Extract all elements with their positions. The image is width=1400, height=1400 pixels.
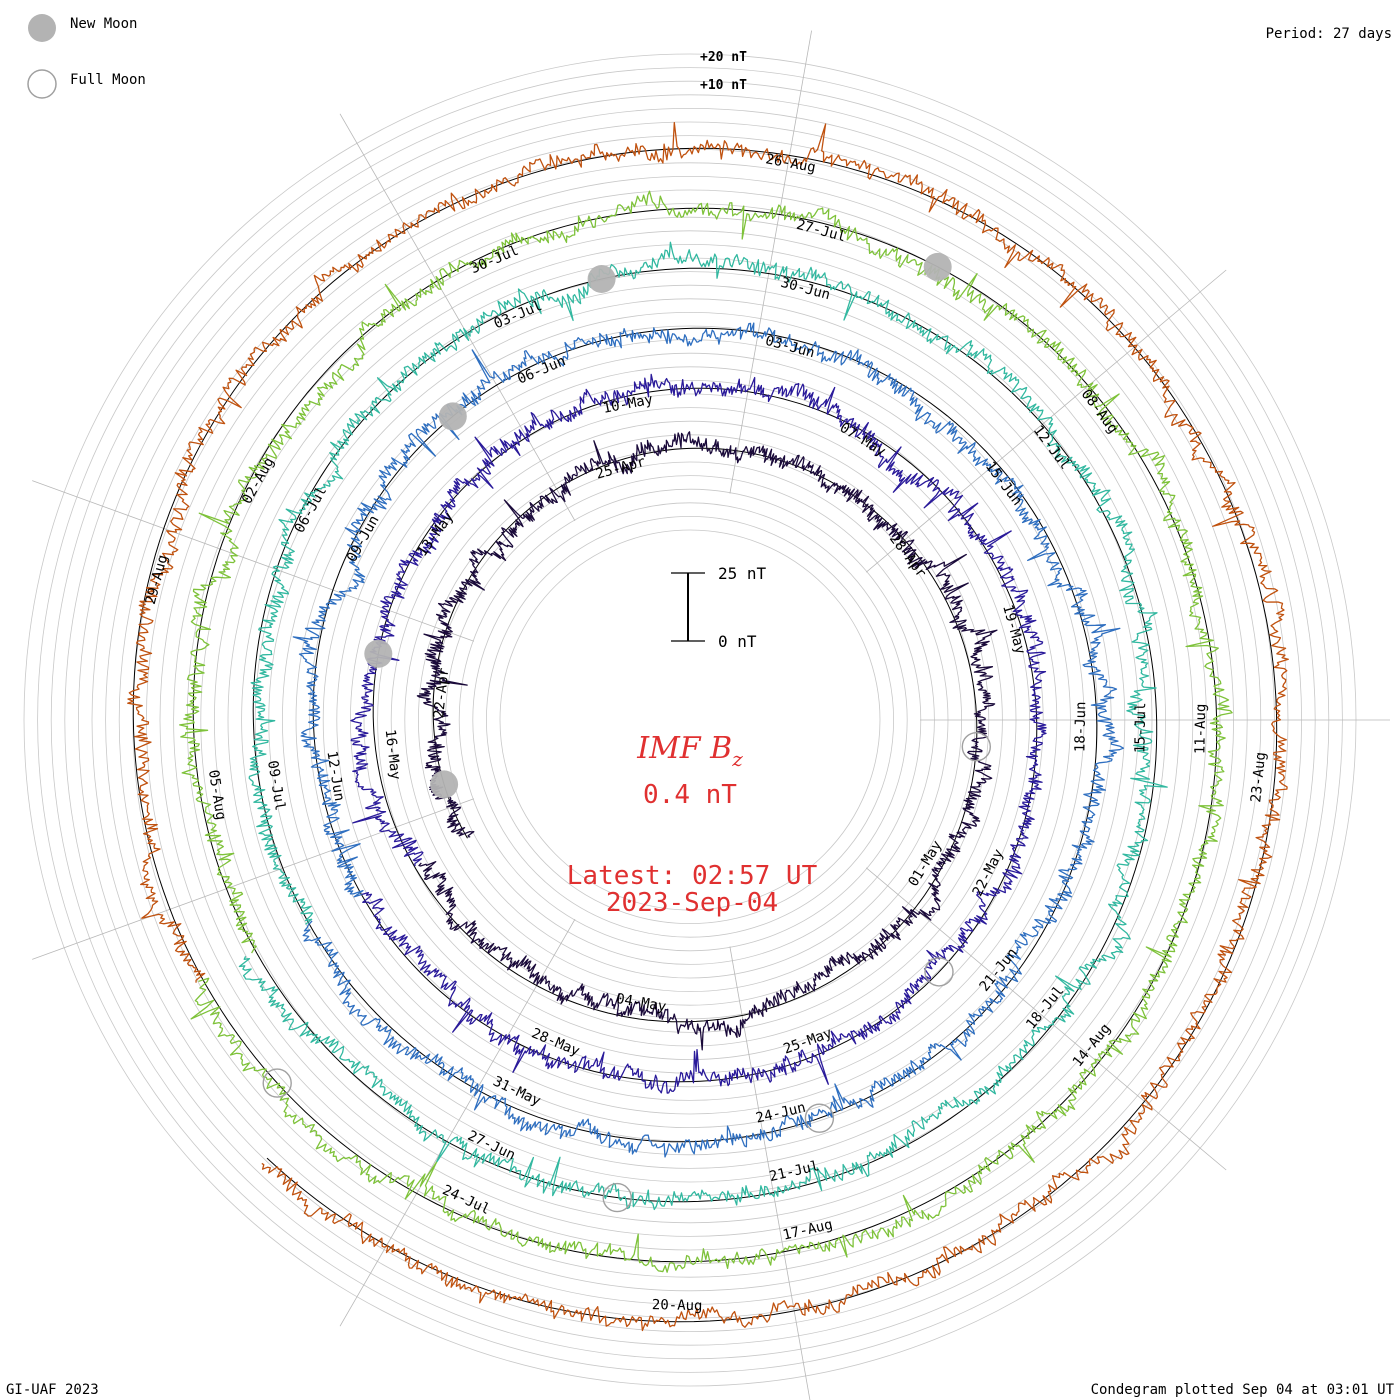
date-label: 17-Aug (781, 1217, 834, 1244)
latest-date: 2023-Sep-04 (606, 888, 778, 918)
day-spoke (339, 113, 576, 521)
date-label: 28-May (529, 1025, 582, 1059)
date-label: 12-Jul (1030, 423, 1073, 473)
scale-bar-bottom-label: 0 nT (718, 632, 757, 651)
grid-ring (472, 502, 908, 938)
date-label: 09-Jul (264, 759, 288, 811)
scale-bar-top-label: 25 nT (718, 564, 767, 583)
moon-markers (262, 252, 991, 1213)
grid-ring (363, 393, 1017, 1047)
date-label: 28-Apr (886, 531, 929, 581)
period-label: Period: 27 days (1266, 26, 1392, 42)
day-spoke (729, 30, 812, 494)
date-label: 20-Aug (652, 1297, 703, 1314)
grid-ring (404, 434, 976, 1006)
offset-label-10: +10 nT (700, 78, 747, 93)
date-label: 22-Apr (431, 667, 452, 719)
new-moon-marker (923, 252, 952, 281)
bz-rotation-2 (292, 322, 1125, 1158)
date-label: 06-Jun (515, 353, 568, 387)
chart-title-main: IMF B (636, 731, 732, 766)
offset-label-20: +20 nT (700, 50, 747, 65)
zero-baselines (132, 147, 1278, 1323)
date-label: 12-Jun (323, 750, 347, 802)
legend: New Moon Full Moon (27, 14, 146, 99)
date-label: 15-Jul (1132, 702, 1149, 753)
scale-bar: 25 nT 0 nT (671, 564, 767, 651)
day-spoke (32, 480, 475, 642)
full-moon-legend-icon (27, 69, 57, 99)
full-moon-legend-label: Full Moon (70, 72, 146, 88)
bz-rotation-0 (416, 431, 998, 1051)
date-label: 25-Apr (594, 454, 647, 483)
footer-plot-time: Condegram plotted Sep 04 at 03:01 UT (1091, 1382, 1395, 1398)
date-label: 10-May (602, 392, 655, 417)
bz-rotation-3 (238, 241, 1168, 1211)
full-moon-marker (602, 1182, 632, 1213)
date-label: 06-Jul (292, 484, 331, 536)
day-spoke (339, 919, 576, 1327)
bz-series (127, 121, 1289, 1332)
date-label: 02-Aug (239, 455, 278, 507)
date-label: 29-Aug (143, 553, 171, 606)
date-label: 21-Jul (768, 1158, 821, 1185)
new-moon-marker (438, 402, 467, 431)
date-label: 08-Aug (1078, 387, 1121, 437)
date-label: 13-May (414, 509, 457, 559)
day-spoke (865, 867, 1227, 1171)
date-label: 18-Jul (1023, 983, 1067, 1032)
new-moon-legend-icon (28, 14, 56, 42)
day-spoke (865, 269, 1227, 573)
day-spokes (32, 30, 1390, 1400)
day-spoke (32, 798, 475, 960)
date-label: 21-Jun (977, 945, 1021, 994)
full-moon-marker (961, 732, 991, 762)
new-moon-marker (587, 265, 616, 293)
chart-title: IMF Bz (636, 731, 743, 771)
date-label: 05-Aug (205, 769, 229, 821)
bz-rotation-1 (350, 373, 1047, 1094)
bz-rotation-5 (127, 121, 1289, 1332)
current-value: 0.4 nT (643, 780, 737, 810)
chart-title-subscript: z (731, 747, 743, 771)
latest-time: Latest: 02:57 UT (567, 861, 818, 891)
date-label: 30-Jul (468, 243, 521, 277)
grid-ring (499, 529, 881, 911)
full-moon-marker (924, 957, 954, 987)
new-moon-marker (364, 639, 393, 668)
footer-credit: GI-UAF 2023 (6, 1382, 99, 1398)
date-label: 07-May (837, 420, 888, 460)
full-moon-marker (262, 1068, 292, 1098)
grid-ring (390, 420, 990, 1020)
new-moon-legend-label: New Moon (70, 16, 137, 32)
date-label: 18-Jun (1072, 701, 1089, 752)
full-moon-marker (804, 1103, 835, 1133)
date-label: 16-May (382, 728, 404, 780)
new-moon-marker (430, 770, 459, 799)
date-label: 23-Aug (1248, 751, 1269, 803)
date-label: 11-Aug (1192, 704, 1209, 755)
zero-baseline-spiral (132, 147, 1278, 1323)
bz-rotation-4 (179, 190, 1233, 1273)
grid-ring (485, 516, 895, 925)
